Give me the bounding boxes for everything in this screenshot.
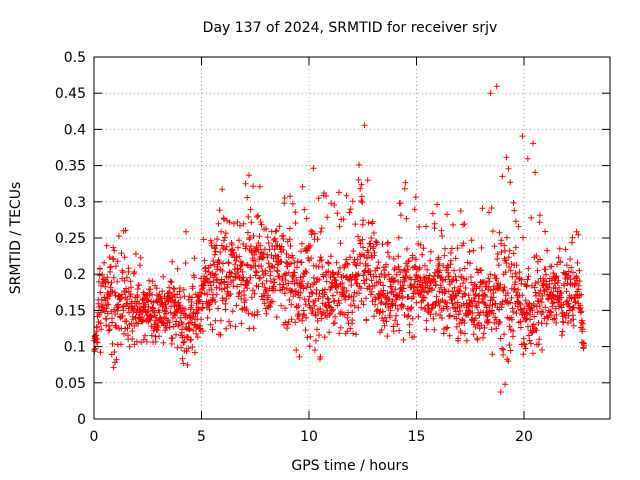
y-tick-label: 0.1 (64, 340, 86, 356)
y-axis-label: SRMTID / TECUs (8, 182, 24, 295)
y-tick-label: 0.2 (64, 267, 86, 283)
x-tick-label: 15 (408, 429, 426, 445)
x-tick-label: 20 (515, 429, 533, 445)
x-axis-label: GPS time / hours (291, 458, 408, 474)
plot-frame (93, 56, 611, 420)
y-axis-ticks: 0 0.05 0.1 0.15 0.2 0.25 0.3 0.35 0.4 0.45 0.5 (55, 50, 610, 428)
y-tick-label: 0.05 (55, 376, 86, 392)
chart-title: Day 137 of 2024, SRMTID for receiver srj… (203, 20, 498, 36)
plus-marker-batch (272, 122, 369, 362)
y-tick-label: 0.3 (64, 195, 86, 211)
x-axis-ticks: 0 5 10 15 20 (90, 57, 533, 445)
x-tick-label: 10 (300, 429, 318, 445)
data-points (91, 83, 587, 395)
plus-marker-batch (181, 172, 278, 368)
y-tick-label: 0.45 (55, 86, 86, 102)
plus-marker-batch (91, 227, 188, 371)
y-tick-label: 0 (77, 412, 86, 428)
y-tick-label: 0.5 (64, 50, 86, 66)
y-tick-label: 0.15 (55, 303, 86, 319)
x-tick-label: 5 (197, 429, 206, 445)
x-tick-label: 0 (90, 429, 99, 445)
y-tick-label: 0.25 (55, 231, 86, 247)
plus-marker-batch (453, 83, 550, 395)
y-tick-label: 0.4 (64, 122, 86, 138)
plus-marker-batch (362, 177, 459, 343)
y-tick-label: 0.35 (55, 159, 86, 175)
plot-grid (94, 57, 610, 419)
plus-marker-batch (543, 228, 587, 352)
